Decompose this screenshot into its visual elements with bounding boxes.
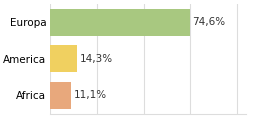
Bar [50, 82, 71, 109]
Text: 14,3%: 14,3% [79, 54, 113, 64]
Bar [50, 45, 77, 72]
Text: 11,1%: 11,1% [73, 90, 106, 100]
Text: 74,6%: 74,6% [192, 17, 225, 27]
Bar [50, 9, 190, 36]
